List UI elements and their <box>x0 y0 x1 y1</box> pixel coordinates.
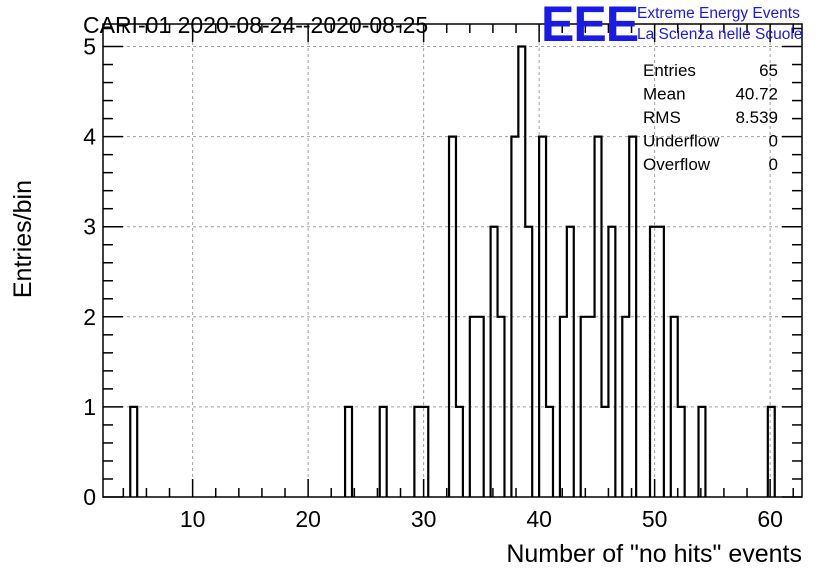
x-tick-label: 40 <box>526 506 552 532</box>
logo-line-2: La Scienza nelle Scuole <box>637 26 802 43</box>
stat-label: RMS <box>643 108 681 127</box>
histogram-bin <box>581 317 588 497</box>
stat-label: Underflow <box>643 132 720 151</box>
histogram-bin <box>539 137 546 497</box>
y-tick-label: 4 <box>83 124 96 150</box>
tick-labels: 10 20 30 40 50 60 0 1 2 3 4 5 <box>83 34 783 532</box>
histogram-bin <box>671 317 678 497</box>
histogram-bin <box>622 317 629 497</box>
chart-title: CARI-01 2020-08-24--2020-08-25 <box>83 12 428 38</box>
histogram-bin <box>601 407 608 497</box>
histogram-bin <box>477 317 484 497</box>
stat-value: 40.72 <box>735 85 778 104</box>
logo-line-1: Extreme Energy Events <box>637 5 800 22</box>
grid-lines <box>103 24 802 497</box>
stat-label: Overflow <box>643 155 711 174</box>
stat-label: Mean <box>643 85 686 104</box>
histogram-bin <box>345 407 352 497</box>
histogram-bin <box>380 407 387 497</box>
stat-value: 8.539 <box>735 108 778 127</box>
axis-ticks <box>103 24 802 498</box>
y-tick-label: 3 <box>83 214 96 240</box>
y-tick-label: 1 <box>83 394 96 420</box>
x-axis-title: Number of "no hits" events <box>506 540 802 568</box>
histogram-bin <box>608 227 615 497</box>
histogram-bin <box>130 407 137 497</box>
y-tick-label: 2 <box>83 304 96 330</box>
histogram-bin <box>491 227 498 497</box>
histogram-bin <box>699 407 706 497</box>
histogram-bin <box>595 137 602 497</box>
histogram-bin <box>768 407 775 497</box>
x-tick-label: 60 <box>757 506 783 532</box>
x-tick-label: 10 <box>180 506 206 532</box>
y-axis-title: Entries/bin <box>9 180 37 298</box>
y-tick-label: 0 <box>83 484 96 510</box>
stat-value: 0 <box>769 155 778 174</box>
histogram-bin <box>414 407 421 497</box>
stat-value: 0 <box>769 132 778 151</box>
stats-box: Entries 65 Mean 40.72 RMS 8.539 Underflow 0 Over… <box>643 61 778 174</box>
histogram-bin <box>518 47 525 497</box>
x-tick-label: 50 <box>642 506 668 532</box>
y-tick-label: 5 <box>83 34 96 60</box>
histogram-bin <box>629 137 636 497</box>
histogram-bin <box>421 407 428 497</box>
histogram-bin <box>678 407 685 497</box>
x-tick-label: 30 <box>411 506 437 532</box>
histogram-bin <box>560 317 567 497</box>
logo-mark: EEE <box>541 0 638 52</box>
histogram-bin <box>456 407 463 497</box>
histogram-bin <box>567 227 574 497</box>
eee-logo: EEE Extreme Energy Events La Scienza nel… <box>541 0 802 52</box>
plot-frame <box>102 23 803 498</box>
histogram-bin <box>657 227 664 497</box>
histogram-bin <box>546 407 553 497</box>
histogram-series-line <box>129 45 776 497</box>
histogram-bin <box>470 317 477 497</box>
histogram-bin <box>525 227 532 497</box>
histogram-bin <box>588 317 595 497</box>
histogram-bin <box>449 137 456 497</box>
x-tick-label: 20 <box>295 506 321 532</box>
stat-value: 65 <box>759 61 778 80</box>
histogram-bin <box>511 137 518 497</box>
histogram-bin <box>650 227 657 497</box>
stat-label: Entries <box>643 61 696 80</box>
histogram-bin <box>498 317 505 497</box>
